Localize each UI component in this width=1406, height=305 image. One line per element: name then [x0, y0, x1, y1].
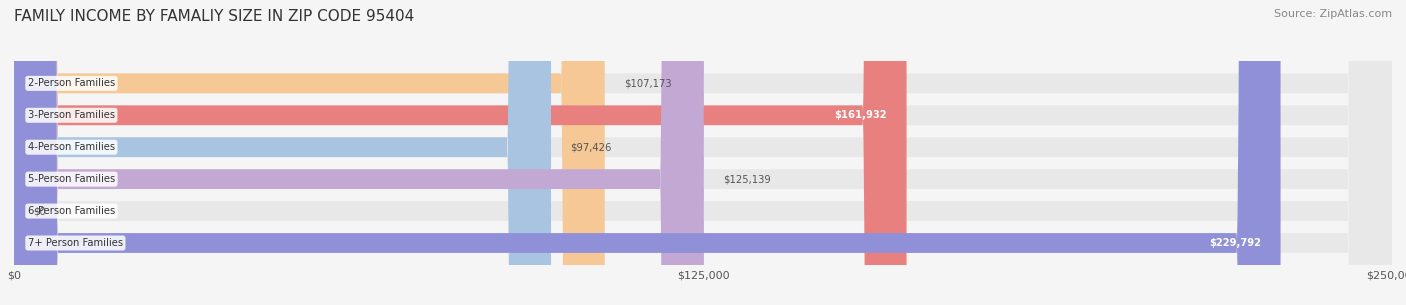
Text: $125,139: $125,139	[723, 174, 770, 184]
Text: Source: ZipAtlas.com: Source: ZipAtlas.com	[1274, 9, 1392, 19]
Text: 2-Person Families: 2-Person Families	[28, 78, 115, 88]
Text: 5-Person Families: 5-Person Families	[28, 174, 115, 184]
Text: 6-Person Families: 6-Person Families	[28, 206, 115, 216]
Text: $97,426: $97,426	[571, 142, 612, 152]
FancyBboxPatch shape	[14, 0, 1392, 305]
FancyBboxPatch shape	[14, 0, 1392, 305]
Text: FAMILY INCOME BY FAMALIY SIZE IN ZIP CODE 95404: FAMILY INCOME BY FAMALIY SIZE IN ZIP COD…	[14, 9, 415, 24]
Text: 4-Person Families: 4-Person Families	[28, 142, 115, 152]
Text: 3-Person Families: 3-Person Families	[28, 110, 115, 120]
FancyBboxPatch shape	[14, 0, 907, 305]
Text: $0: $0	[34, 206, 46, 216]
FancyBboxPatch shape	[14, 0, 1281, 305]
Text: $229,792: $229,792	[1209, 238, 1261, 248]
FancyBboxPatch shape	[14, 0, 1392, 305]
Text: 7+ Person Families: 7+ Person Families	[28, 238, 122, 248]
Text: $107,173: $107,173	[624, 78, 672, 88]
FancyBboxPatch shape	[14, 0, 1392, 305]
FancyBboxPatch shape	[14, 0, 1392, 305]
FancyBboxPatch shape	[14, 0, 1392, 305]
FancyBboxPatch shape	[14, 0, 551, 305]
Text: $161,932: $161,932	[835, 110, 887, 120]
FancyBboxPatch shape	[14, 0, 704, 305]
FancyBboxPatch shape	[14, 0, 605, 305]
